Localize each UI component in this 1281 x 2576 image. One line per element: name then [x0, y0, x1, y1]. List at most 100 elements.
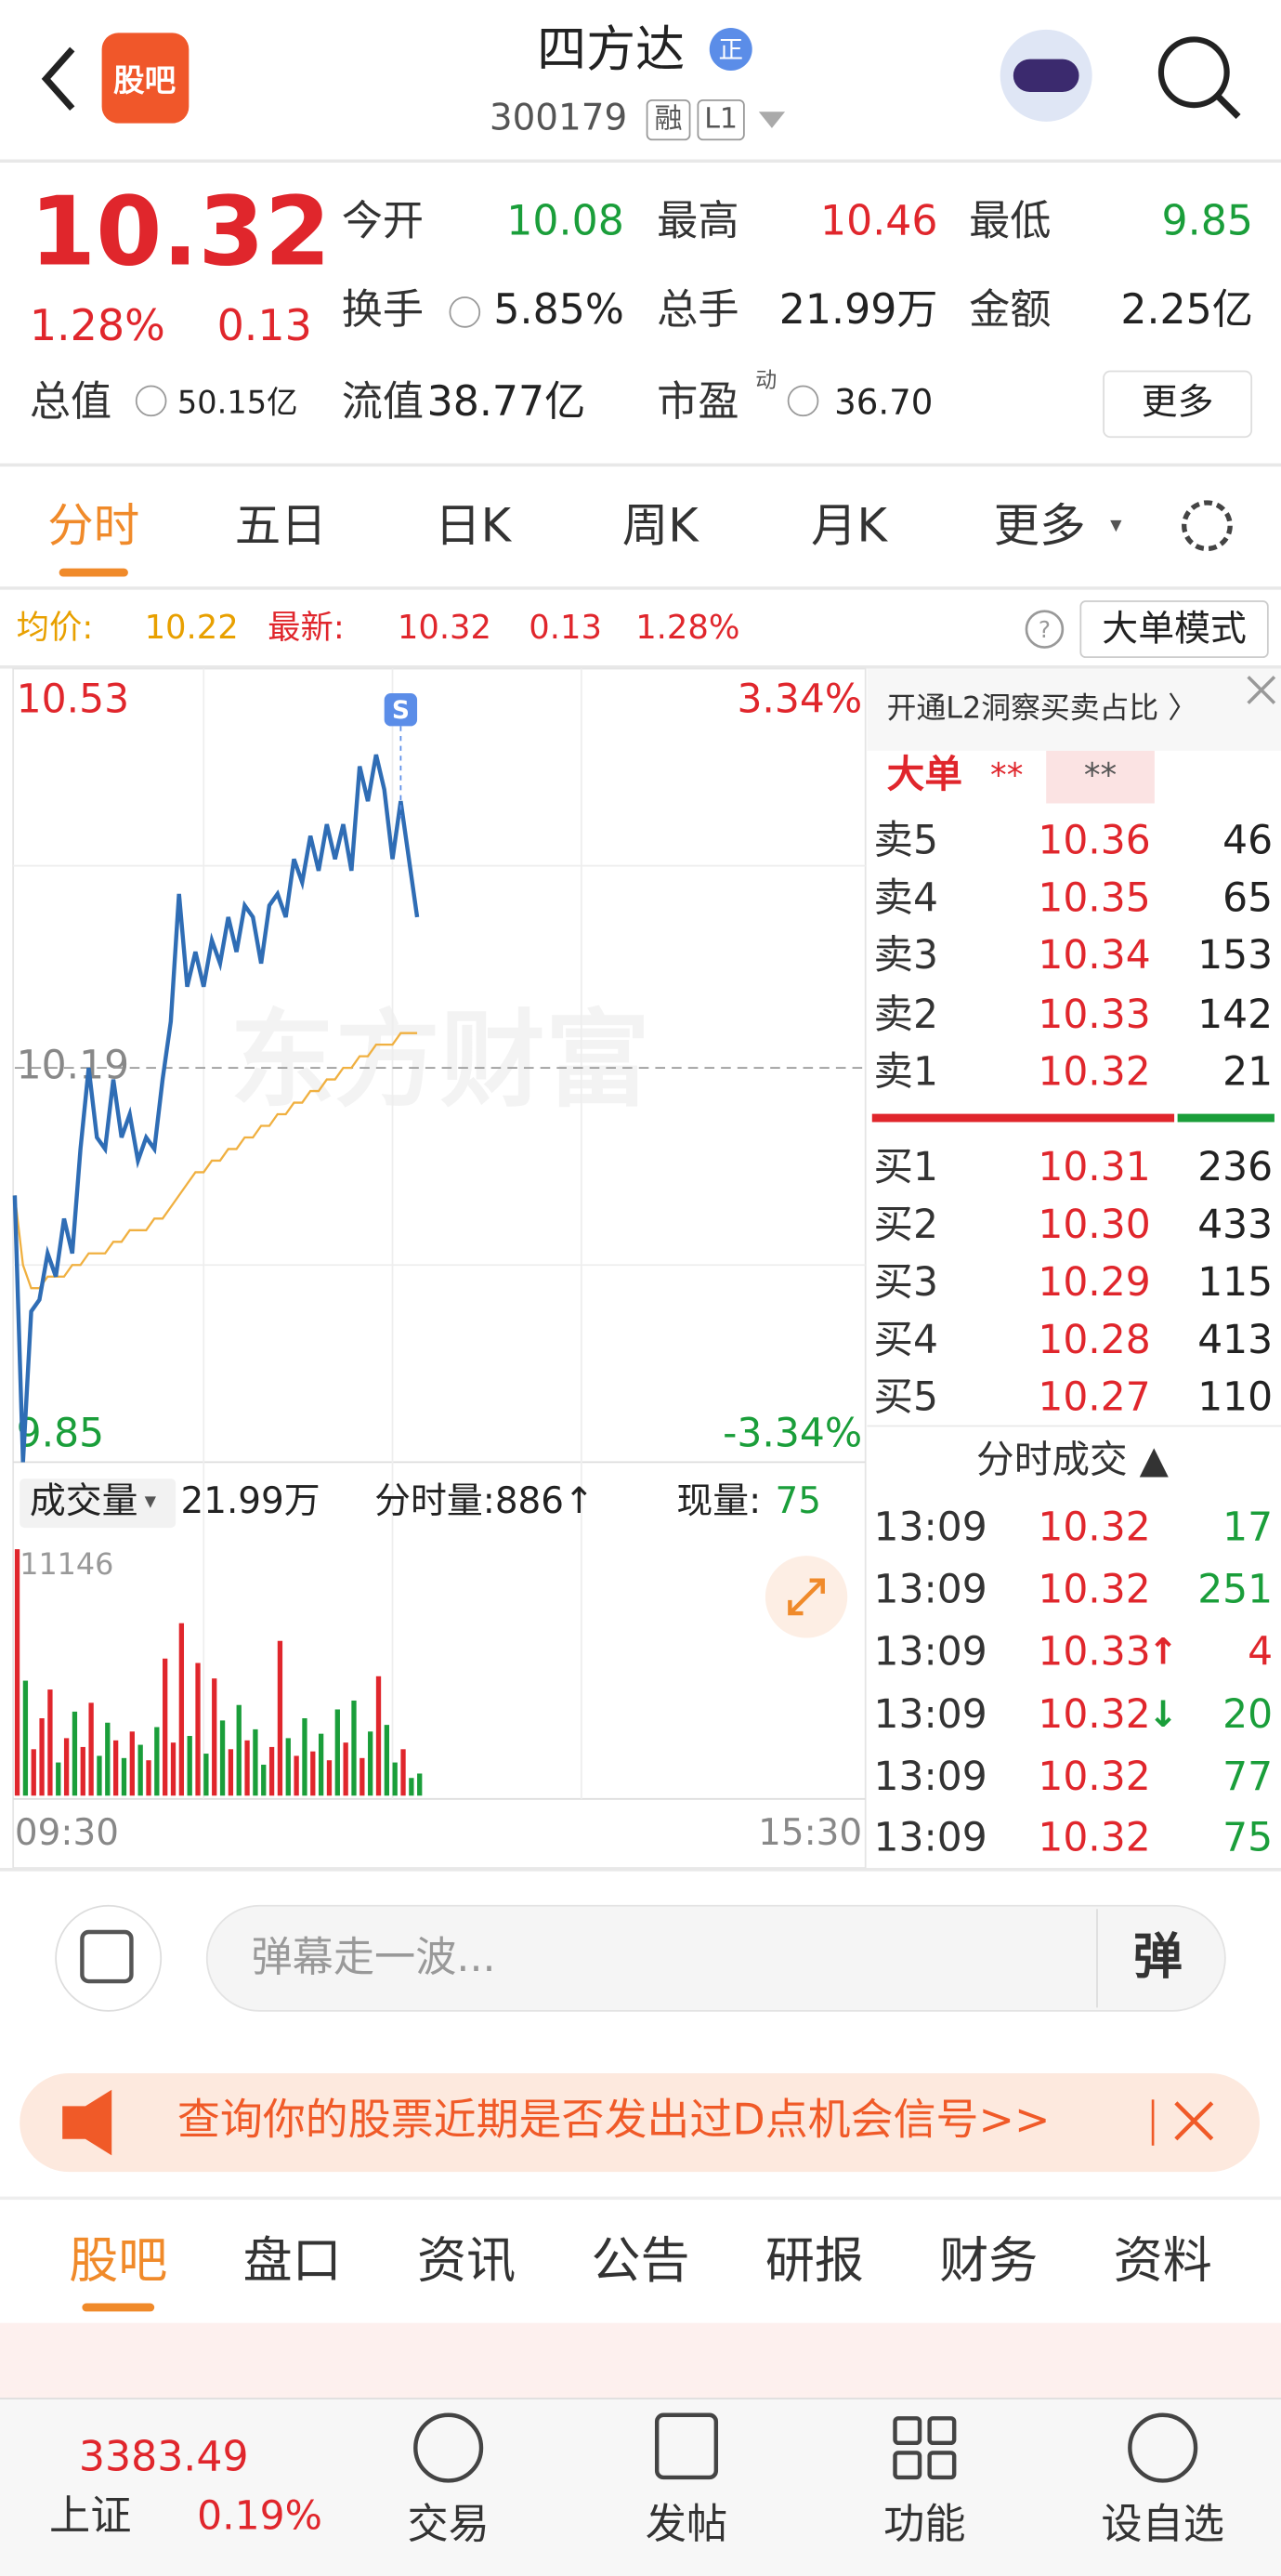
volume-bar — [203, 1754, 209, 1796]
index-value[interactable]: 3383.49 — [79, 2433, 249, 2480]
volume-bar — [80, 1746, 85, 1796]
stat-value: 38.77亿 — [427, 378, 586, 426]
banner[interactable] — [20, 2073, 1261, 2173]
banner-close[interactable] — [1174, 2101, 1214, 2141]
book-price: 10.31 — [1038, 1145, 1150, 1190]
trade-price: 10.32 — [1038, 1816, 1150, 1861]
avg-value: 10.22 — [145, 609, 239, 647]
stat-value: 5.85% — [493, 286, 623, 334]
stat-value: 9.85 — [1162, 197, 1253, 244]
big-order-box — [1046, 750, 1155, 804]
volume-bar — [261, 1764, 267, 1796]
stat-value: 10.46 — [820, 197, 938, 244]
volume-bar — [409, 1778, 414, 1796]
volume-bar — [417, 1773, 423, 1796]
volume-current-label: 现量: — [676, 1480, 761, 1522]
book-label: 买4 — [874, 1318, 938, 1363]
watchlist-icon[interactable] — [1128, 2412, 1198, 2483]
logo[interactable] — [101, 33, 190, 124]
trades-title[interactable]: 分时成交 ▲ — [976, 1437, 1170, 1481]
section-tab[interactable]: 盘口 — [243, 2232, 342, 2290]
dropdown-arrow[interactable] — [758, 112, 786, 128]
section-tab[interactable]: 股吧 — [69, 2232, 167, 2290]
book-price: 10.30 — [1038, 1203, 1150, 1248]
section-tab[interactable]: 研报 — [765, 2232, 864, 2290]
nav-label[interactable]: 功能 — [883, 2501, 965, 2548]
trade-price: 10.32 — [1038, 1692, 1150, 1738]
volume-bar — [88, 1702, 94, 1796]
banner-text[interactable]: 查询你的股票近期是否发出过D点机会信号>> — [177, 2095, 1051, 2145]
settings-button[interactable] — [1182, 500, 1233, 552]
stat-value: 50.15亿 — [177, 384, 298, 420]
volume-bar — [47, 1689, 53, 1796]
volume-bar — [277, 1640, 283, 1796]
book-label: 卖4 — [874, 875, 938, 921]
nav-label[interactable]: 设自选 — [1101, 2501, 1224, 2548]
close-promo[interactable] — [1247, 676, 1276, 704]
avg-label: 均价: — [17, 609, 94, 647]
promo-text[interactable]: 开通L2洞察买卖占比 〉 — [887, 690, 1197, 726]
volume-bar — [56, 1762, 61, 1796]
mode-button[interactable] — [1079, 600, 1269, 659]
volume-bar — [236, 1704, 242, 1796]
danmaku-input[interactable] — [205, 1904, 1226, 2012]
nav-label[interactable]: 发帖 — [646, 2501, 727, 2548]
volume-bar — [343, 1742, 348, 1796]
chart-tab[interactable]: 月K — [811, 499, 889, 553]
volume-bar — [63, 1738, 70, 1796]
section-tab[interactable]: 资讯 — [417, 2232, 516, 2290]
post-icon[interactable] — [654, 2412, 719, 2480]
chart-tab[interactable]: 五日 — [235, 499, 327, 553]
section-tab[interactable]: 公告 — [591, 2232, 689, 2290]
volume-bar — [219, 1720, 226, 1796]
more-button[interactable] — [1103, 370, 1253, 439]
more-button-text[interactable]: 更多 — [1142, 381, 1214, 423]
volume-label[interactable]: 成交量 — [30, 1480, 138, 1522]
danmaku-settings[interactable] — [55, 1904, 163, 2012]
volume-bar — [359, 1757, 365, 1796]
chart-tab[interactable]: 周K — [622, 499, 700, 553]
book-price: 10.33 — [1038, 992, 1150, 1038]
help-icon[interactable] — [1025, 610, 1065, 649]
volume-bar — [31, 1749, 36, 1796]
stat-value: 2.25亿 — [1120, 286, 1253, 334]
tag-box — [646, 99, 691, 141]
y-tick-label: 10.19 — [17, 1044, 129, 1089]
book-price: 10.32 — [1038, 1050, 1150, 1096]
volume-bar — [187, 1736, 192, 1796]
help-mark: ? — [1039, 616, 1051, 643]
search-button[interactable] — [1157, 36, 1230, 109]
chart-tab[interactable]: 更多 — [994, 499, 1086, 553]
function-icon[interactable] — [893, 2416, 957, 2480]
danmaku-placeholder[interactable]: 弹幕走一波... — [251, 1934, 495, 1981]
promo-bar[interactable] — [867, 668, 1281, 751]
nav-label[interactable]: 交易 — [407, 2501, 489, 2548]
change-pct: 1.28% — [30, 300, 165, 350]
book-label: 买2 — [874, 1203, 938, 1248]
chart-tab[interactable]: 分时 — [47, 499, 139, 553]
book-volume: 142 — [1197, 992, 1273, 1038]
marker-box — [384, 693, 418, 727]
expand-icon — [788, 1578, 825, 1616]
bottom-nav — [0, 2399, 1281, 2576]
function-icon-cell — [927, 2451, 957, 2480]
search-handle — [1214, 93, 1241, 120]
chart-tab[interactable]: 日K — [435, 499, 513, 553]
book-price: 10.28 — [1038, 1318, 1150, 1363]
back-button[interactable] — [41, 46, 75, 112]
trade-price: 10.32 — [1038, 1505, 1150, 1550]
robot-visor — [1013, 59, 1079, 92]
mode-button-text[interactable]: 大单模式 — [1102, 608, 1247, 650]
section-tab[interactable]: 资料 — [1114, 2232, 1212, 2290]
y-tick-label: 9.85 — [17, 1412, 104, 1457]
badge-text: 正 — [718, 35, 743, 64]
trade-icon[interactable] — [413, 2412, 484, 2483]
trade-volume: 77 — [1222, 1755, 1273, 1800]
stat-label: 最低 — [969, 197, 1051, 244]
volume-selector[interactable] — [20, 1479, 176, 1529]
danmaku-button[interactable]: 弹 — [1133, 1928, 1183, 1986]
function-icon-cell — [927, 2416, 957, 2446]
section-tab[interactable]: 财务 — [939, 2232, 1038, 2290]
book-price: 10.29 — [1038, 1260, 1150, 1306]
volume-bar — [178, 1623, 185, 1796]
